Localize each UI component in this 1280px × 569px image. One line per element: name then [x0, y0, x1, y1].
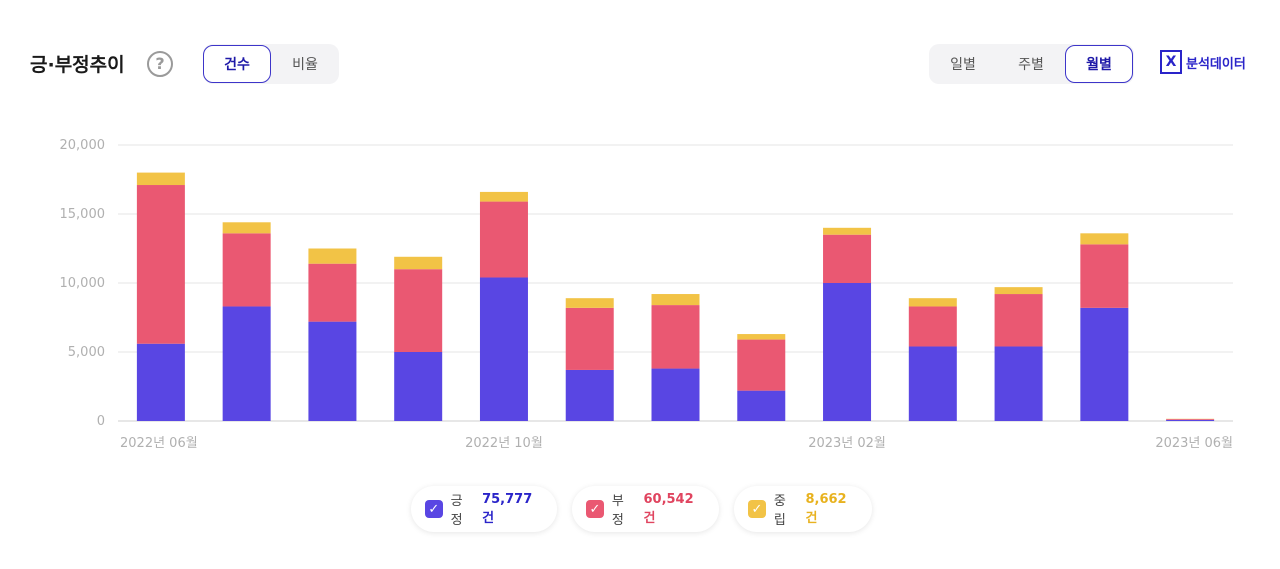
bar-segment-neutral[interactable] [394, 256, 443, 270]
bar-segment-positive[interactable] [479, 277, 528, 421]
bar-segment-positive[interactable] [737, 390, 786, 421]
bar-segment-negative[interactable] [908, 306, 957, 347]
x-tick-label: 2023년 06월 [1155, 436, 1233, 451]
bar-segment-neutral[interactable] [823, 227, 872, 235]
legend-negative[interactable]: ✓ 부정 60,542건 [572, 486, 719, 532]
measure-toggle: 건수 비율 [203, 44, 339, 84]
legend-positive[interactable]: ✓ 긍정 75,777건 [411, 486, 557, 532]
legend-neutral[interactable]: ✓ 중립 8,662건 [734, 486, 872, 532]
period-toggle: 일별 주별 월별 [929, 44, 1134, 84]
export-label: 분석데이터 [1186, 56, 1246, 72]
y-tick-label: 0 [97, 414, 105, 429]
x-tick-label: 2022년 10월 [465, 436, 543, 451]
y-tick-label: 10,000 [60, 276, 106, 291]
checkbox-negative-icon[interactable]: ✓ [586, 500, 604, 518]
tab-daily[interactable]: 일별 [950, 57, 976, 73]
excel-icon: X [1160, 50, 1182, 74]
bar-segment-neutral[interactable] [994, 287, 1043, 295]
chart-title: 긍·부정추이 [30, 54, 125, 76]
sentiment-trend-chart: 0 5,000 10,000 15,000 20,000 2022년 06월 2022년 1… [60, 138, 1233, 451]
legend-neutral-value: 8,662건 [805, 492, 847, 526]
tab-count[interactable]: 건수 [203, 45, 271, 83]
bar-segment-neutral[interactable] [908, 298, 957, 307]
legend-negative-value: 60,542건 [643, 492, 694, 526]
checkbox-positive-icon[interactable]: ✓ [425, 500, 443, 518]
bar-segment-positive[interactable] [394, 352, 443, 421]
bar-segment-neutral[interactable] [222, 222, 271, 234]
bar-segment-negative[interactable] [994, 294, 1043, 347]
bar-segment-negative[interactable] [823, 234, 872, 283]
bar-segment-positive[interactable] [823, 283, 872, 421]
bar-segment-negative[interactable] [222, 233, 271, 307]
y-tick-label: 5,000 [68, 345, 105, 360]
bar-segment-positive[interactable] [222, 306, 271, 421]
bar-segment-positive[interactable] [1080, 307, 1129, 421]
bar-segment-positive[interactable] [994, 346, 1043, 421]
bar-segment-positive[interactable] [308, 321, 357, 421]
help-icon[interactable]: ? [147, 51, 173, 77]
bar-segment-neutral[interactable] [651, 294, 700, 306]
y-tick-label: 15,000 [60, 207, 106, 222]
bar-segment-negative[interactable] [136, 185, 185, 344]
bar-segment-positive[interactable] [908, 346, 957, 421]
bar-segment-positive[interactable] [651, 368, 700, 421]
bar-segment-negative[interactable] [565, 307, 614, 370]
bar-segment-neutral[interactable] [1080, 233, 1129, 245]
tab-weekly[interactable]: 주별 [1018, 57, 1044, 73]
checkbox-neutral-icon[interactable]: ✓ [748, 500, 766, 518]
bar-segment-neutral[interactable] [136, 172, 185, 186]
y-tick-label: 20,000 [60, 138, 106, 153]
bar-segment-negative[interactable] [308, 263, 357, 322]
x-tick-label: 2022년 06월 [120, 436, 198, 451]
legend-negative-label: 부정 [611, 494, 624, 528]
x-tick-label: 2023년 02월 [808, 436, 886, 451]
tab-ratio[interactable]: 비율 [292, 57, 318, 73]
tab-monthly[interactable]: 월별 [1065, 45, 1133, 83]
bar-segment-neutral[interactable] [737, 334, 786, 340]
bar-segment-positive[interactable] [565, 369, 614, 421]
bar-segment-positive[interactable] [1166, 419, 1215, 421]
legend-neutral-label: 중립 [773, 494, 786, 528]
legend-positive-value: 75,777건 [482, 492, 533, 526]
export-data-button[interactable]: X 분석데이터 [1160, 50, 1246, 74]
bar-segment-positive[interactable] [136, 343, 185, 421]
bar-segment-negative[interactable] [737, 339, 786, 391]
bar-segment-negative[interactable] [1166, 419, 1215, 420]
bar-segment-neutral[interactable] [565, 298, 614, 308]
bar-segment-negative[interactable] [1080, 244, 1129, 308]
bar-segment-neutral[interactable] [308, 248, 357, 264]
bar-segment-neutral[interactable] [479, 191, 528, 202]
bar-segment-negative[interactable] [479, 201, 528, 278]
bar-segment-negative[interactable] [394, 269, 443, 352]
bar-segment-negative[interactable] [651, 305, 700, 369]
legend-positive-label: 긍정 [450, 494, 463, 528]
